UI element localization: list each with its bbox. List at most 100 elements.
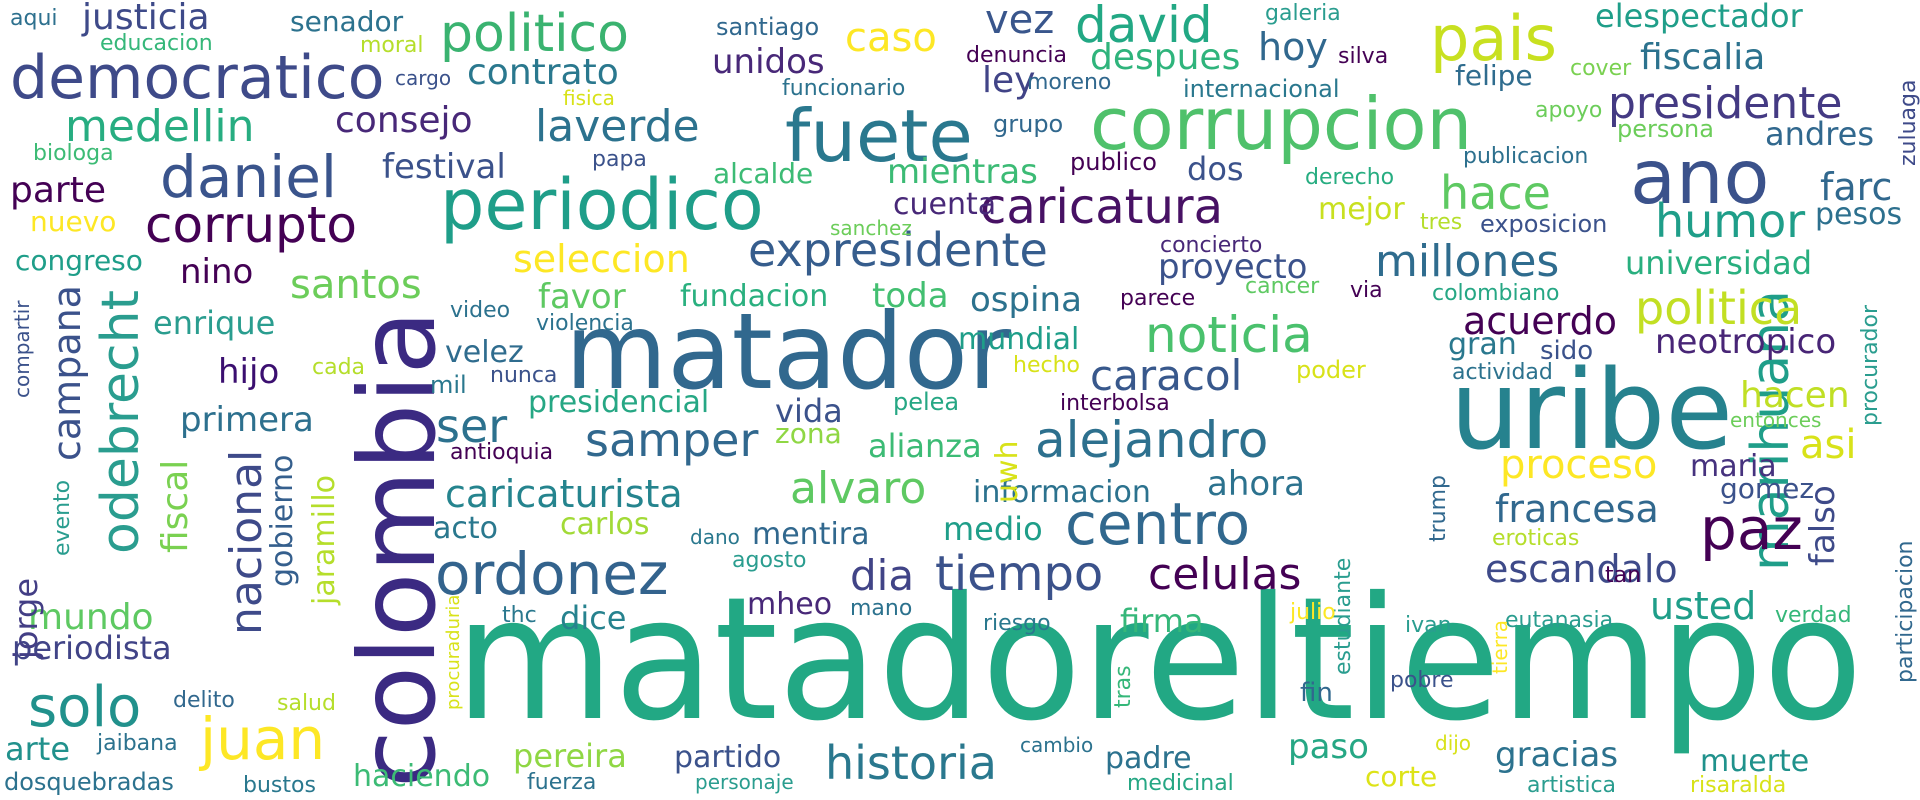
word-medellin: medellin bbox=[65, 101, 255, 152]
word-educacion: educacion bbox=[100, 31, 213, 56]
word-tan: tan bbox=[1605, 563, 1642, 588]
word-via: via bbox=[1350, 278, 1383, 303]
word-salud: salud bbox=[277, 691, 336, 716]
word-toda: toda bbox=[872, 276, 949, 316]
word-evento: evento bbox=[50, 479, 75, 556]
word-grupo: grupo bbox=[993, 110, 1064, 138]
word-santiago: santiago bbox=[716, 13, 820, 41]
word-dia: dia bbox=[850, 551, 915, 600]
word-mientras: mientras bbox=[887, 152, 1038, 192]
word-matadoreltiempo: matadoreltiempo bbox=[455, 561, 1863, 759]
word-laverde: laverde bbox=[535, 101, 700, 152]
word-personaje: personaje bbox=[695, 770, 794, 794]
word-thc: thc bbox=[502, 603, 537, 628]
word-presidente: presidente bbox=[1608, 78, 1843, 129]
word-cancer: cancer bbox=[1245, 274, 1320, 299]
word-fiscalia: fiscalia bbox=[1640, 37, 1766, 78]
word-usted: usted bbox=[1650, 584, 1757, 628]
word-agosto: agosto bbox=[732, 548, 807, 573]
word-caso: caso bbox=[845, 15, 937, 61]
word-mundo: mundo bbox=[28, 597, 154, 638]
word-ley: ley bbox=[982, 60, 1036, 101]
word-delito: delito bbox=[173, 688, 235, 713]
word-dijo: dijo bbox=[1435, 731, 1472, 755]
word-paz: paz bbox=[1700, 495, 1803, 563]
word-concierto: concierto bbox=[1160, 233, 1263, 258]
word-ordonez: ordonez bbox=[435, 540, 669, 608]
word-fiscal: fiscal bbox=[155, 459, 196, 553]
word-periodico: periodico bbox=[440, 164, 764, 246]
word-elespectador: elespectador bbox=[1595, 0, 1803, 35]
word-francesa: francesa bbox=[1495, 487, 1659, 531]
word-tras: tras bbox=[1111, 665, 1136, 708]
word-caricatura: caricatura bbox=[980, 179, 1224, 235]
word-seleccion: seleccion bbox=[513, 237, 690, 281]
word-dosquebradas: dosquebradas bbox=[4, 768, 174, 796]
word-jaibana: jaibana bbox=[97, 731, 178, 756]
word-hoy: hoy bbox=[1258, 25, 1328, 69]
word-nuevo: nuevo bbox=[30, 205, 117, 238]
word-cada: cada bbox=[312, 355, 366, 380]
word-trump: trump bbox=[1426, 474, 1451, 542]
word-velez: velez bbox=[445, 335, 524, 370]
word-mentira: mentira bbox=[752, 517, 870, 552]
word-internacional: internacional bbox=[1183, 75, 1340, 103]
word-proceso: proceso bbox=[1500, 442, 1658, 488]
word-matador: matador bbox=[565, 291, 1012, 413]
word-alejandro: alejandro bbox=[1035, 411, 1269, 469]
word-pais: pais bbox=[1430, 2, 1557, 75]
word-neotropico: neotropico bbox=[1655, 322, 1837, 362]
word-senador: senador bbox=[290, 5, 404, 38]
word-nunca: nunca bbox=[490, 363, 558, 388]
word-pereira: pereira bbox=[513, 737, 627, 775]
word-entonces: entonces bbox=[1730, 408, 1822, 432]
word-zona: zona bbox=[775, 417, 842, 450]
word-carlos: carlos bbox=[560, 507, 650, 542]
word-sido: sido bbox=[1540, 336, 1594, 366]
word-unidos: unidos bbox=[712, 42, 825, 82]
word-tres: tres bbox=[1420, 210, 1463, 235]
word-informacion: informacion bbox=[973, 475, 1151, 510]
word-dano: dano bbox=[690, 525, 740, 549]
word-hace: hace bbox=[1440, 166, 1551, 220]
word-ano: ano bbox=[1630, 133, 1770, 221]
word-primera: primera bbox=[180, 400, 314, 440]
word-pelea: pelea bbox=[893, 388, 960, 416]
word-procurador: procurador bbox=[1858, 304, 1883, 426]
word-felipe: felipe bbox=[1455, 59, 1533, 92]
word-fuerza: fuerza bbox=[527, 770, 597, 795]
word-festival: festival bbox=[382, 147, 506, 187]
word-centro: centro bbox=[1065, 490, 1251, 558]
word-paso: paso bbox=[1288, 727, 1369, 767]
word-actividad: actividad bbox=[1452, 360, 1553, 385]
word-mundial: mundial bbox=[958, 322, 1080, 357]
word-artistica: artistica bbox=[1527, 773, 1617, 798]
word-fundacion: fundacion bbox=[680, 279, 829, 314]
word-jorge: jorge bbox=[7, 577, 45, 659]
word-cargo: cargo bbox=[395, 66, 452, 90]
word-silva: silva bbox=[1338, 44, 1389, 69]
word-corrupcion: corrupcion bbox=[1090, 82, 1473, 166]
word-bustos: bustos bbox=[243, 773, 316, 798]
word-congreso: congreso bbox=[15, 244, 143, 277]
word-vida: vida bbox=[775, 392, 843, 430]
word-nino: nino bbox=[180, 252, 254, 292]
word-democratico: democratico bbox=[10, 43, 385, 113]
word-parte: parte bbox=[10, 170, 106, 211]
word-video: video bbox=[450, 298, 511, 323]
word-medio: medio bbox=[943, 510, 1043, 548]
word-zuluaga: zuluaga bbox=[1896, 79, 1920, 166]
word-derecho: derecho bbox=[1305, 165, 1395, 190]
word-alcalde: alcalde bbox=[713, 157, 814, 190]
word-alvaro: alvaro bbox=[790, 463, 927, 514]
word-cuenta: cuenta bbox=[893, 187, 997, 222]
word-farc: farc bbox=[1820, 165, 1893, 209]
word-nacional: nacional bbox=[221, 449, 272, 635]
word-campana: campana bbox=[45, 285, 89, 461]
word-david: david bbox=[1075, 0, 1213, 54]
word-publicacion: publicacion bbox=[1463, 144, 1589, 169]
word-hecho: hecho bbox=[1013, 353, 1080, 378]
word-periodista: periodista bbox=[12, 629, 172, 667]
word-medicinal: medicinal bbox=[1127, 771, 1234, 796]
word-fuete: fuete bbox=[785, 94, 973, 178]
